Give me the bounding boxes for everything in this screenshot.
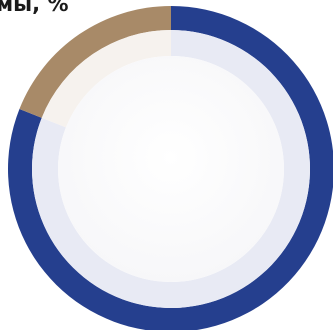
inner-ring [31, 30, 311, 308]
donut-slice-2 [19, 6, 172, 118]
donut-center [58, 56, 284, 282]
donut-inner-band-2 [41, 30, 171, 128]
outer-ring [8, 6, 333, 330]
chart-title: мы, % [0, 0, 69, 16]
